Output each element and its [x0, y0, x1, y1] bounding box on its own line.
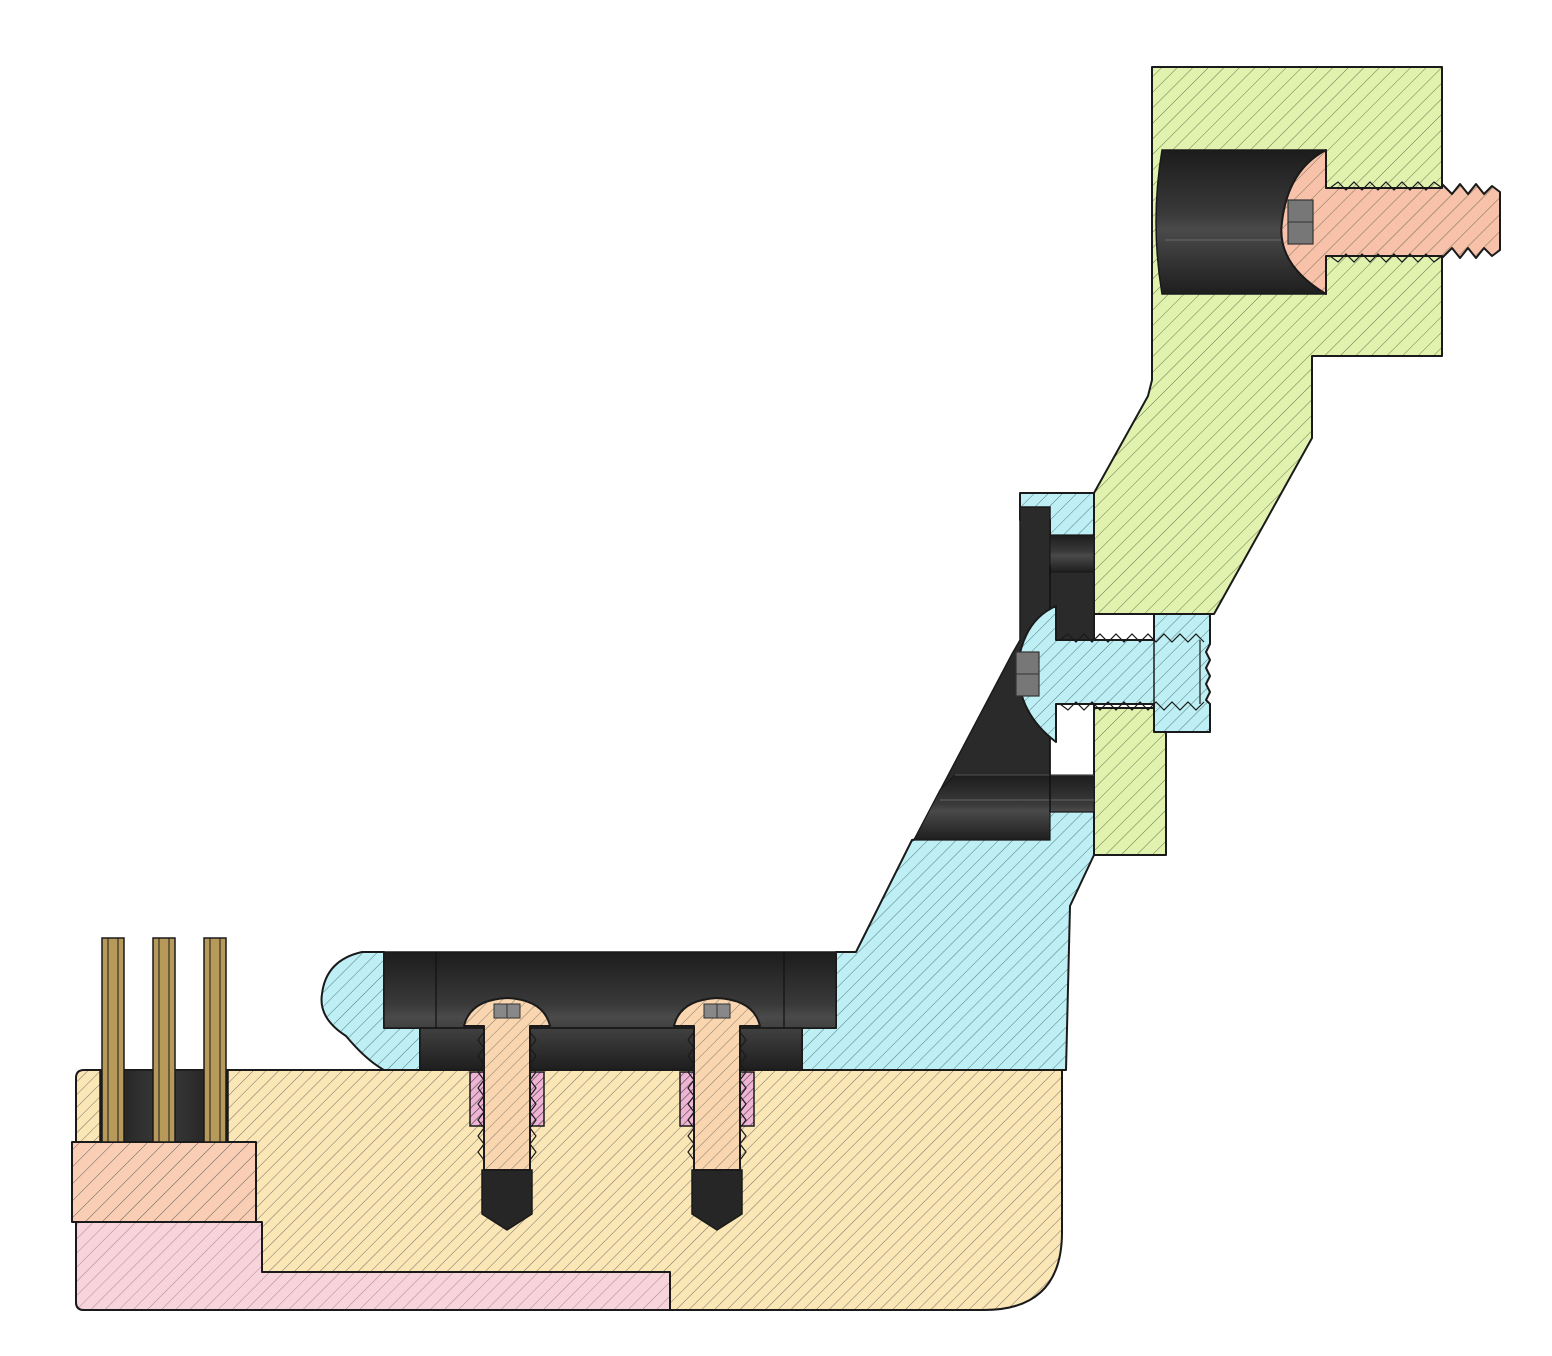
header-connector [71, 937, 257, 1223]
left-screw [463, 997, 551, 1171]
horizontal-cavity [383, 951, 837, 1071]
bottom-strip [75, 1221, 671, 1311]
right-screw-assembly [673, 997, 761, 1231]
header-pins [101, 937, 227, 1143]
middle-screw [1015, 605, 1211, 743]
connector-body [71, 1141, 257, 1223]
right-screw [673, 997, 761, 1171]
top-screw [1280, 149, 1501, 295]
left-screw-assembly [463, 997, 551, 1231]
